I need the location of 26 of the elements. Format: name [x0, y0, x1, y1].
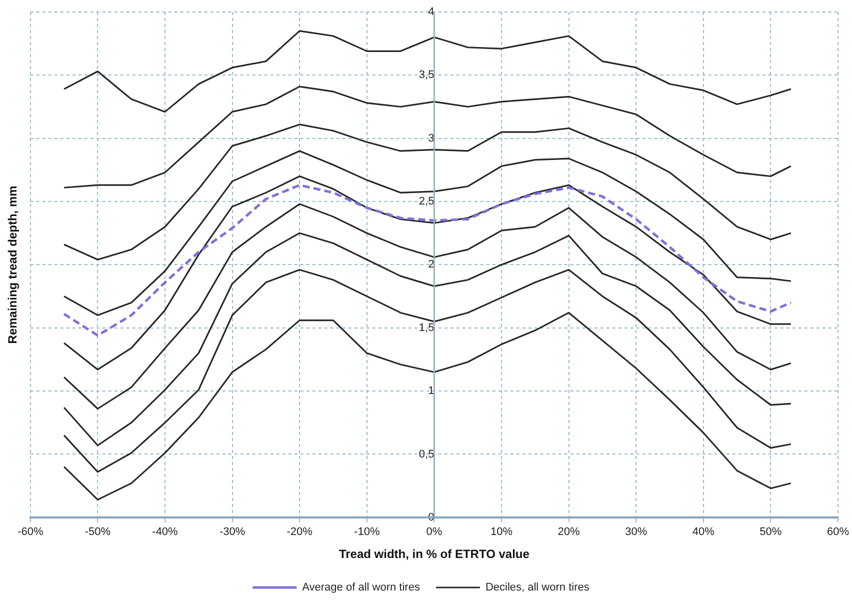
x-tick-label: 60%: [826, 526, 850, 538]
x-tick-label: 50%: [760, 526, 782, 538]
x-tick-label: 10%: [490, 526, 513, 538]
y-tick-label: 4: [428, 6, 434, 18]
y-tick-label: 3: [428, 132, 434, 144]
x-tick-label: -10%: [354, 526, 380, 538]
legend-label: Deciles, all worn tires: [485, 582, 590, 594]
y-tick-label: 2,5: [418, 196, 434, 208]
x-tick-label: -30%: [219, 526, 246, 538]
x-tick-label: 20%: [558, 526, 580, 538]
y-tick-label: 2: [428, 258, 434, 271]
legend-label: Average of all worn tires: [302, 582, 420, 594]
x-tick-label: -40%: [152, 526, 178, 538]
line-series: [62, 184, 792, 337]
y-tick-label: 1,5: [418, 322, 434, 334]
x-axis-title: Tread width, in % of ETRTO value: [338, 547, 530, 562]
x-tick-label: -20%: [286, 526, 313, 538]
x-tick-label: 40%: [692, 526, 715, 538]
x-tick-label: 0%: [426, 526, 442, 538]
y-axis-title: Remaining tread depth, mm: [6, 186, 20, 344]
y-tick-label: 3,5: [418, 69, 434, 82]
x-tick-label: -50%: [84, 526, 111, 538]
x-tick-label: -60%: [18, 526, 44, 538]
x-tick-label: 30%: [625, 526, 648, 538]
y-tick-label: 1: [428, 385, 434, 398]
y-tick-label: 0,5: [418, 448, 434, 460]
